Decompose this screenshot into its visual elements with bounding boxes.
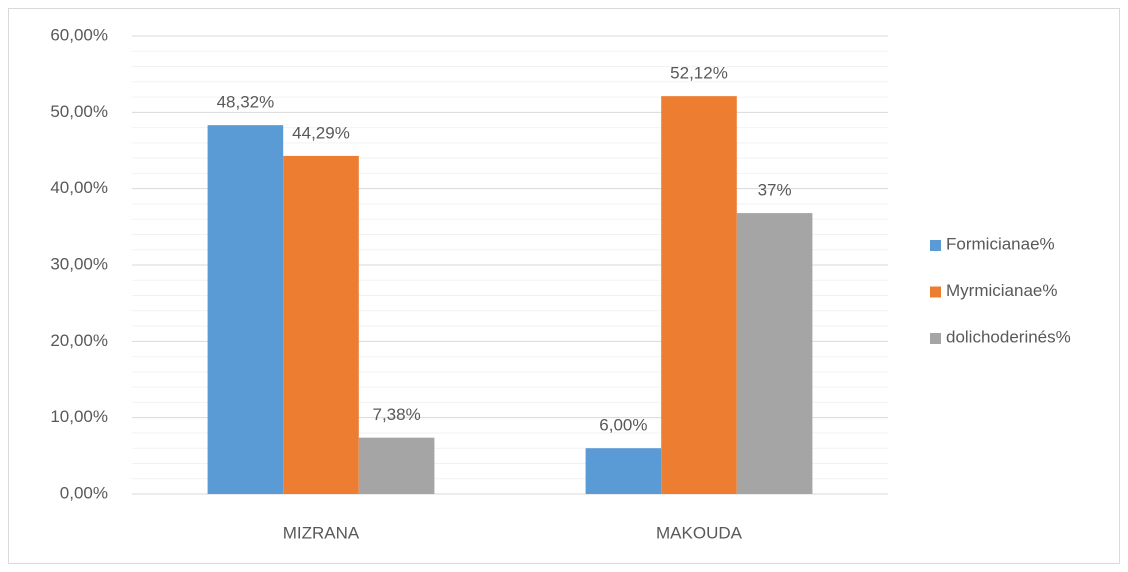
y-tick-label: 30,00% — [50, 254, 108, 273]
bar — [207, 125, 284, 494]
legend-label: Myrmicianae% — [946, 281, 1057, 300]
legend-swatch — [930, 286, 941, 298]
y-tick-label: 20,00% — [50, 331, 108, 350]
data-label: 7,38% — [372, 405, 420, 424]
chart-border — [8, 8, 1120, 564]
legend-label: Formicianae% — [946, 234, 1055, 253]
y-tick-label: 0,00% — [60, 483, 108, 502]
y-tick-label: 40,00% — [50, 178, 108, 197]
y-tick-label: 60,00% — [50, 25, 108, 44]
data-label: 37% — [758, 181, 792, 200]
legend-label: dolichoderinés% — [946, 327, 1071, 346]
data-label: 52,12% — [670, 64, 728, 83]
bar — [585, 448, 662, 494]
legend-swatch — [930, 333, 941, 344]
legend-swatch — [930, 240, 941, 251]
y-tick-label: 50,00% — [50, 102, 108, 121]
x-tick-label: MIZRANA — [283, 523, 360, 542]
data-label: 44,29% — [292, 123, 350, 142]
data-label: 6,00% — [599, 416, 647, 435]
bar — [736, 213, 813, 495]
bar — [661, 96, 737, 494]
bar — [358, 437, 435, 494]
bar — [283, 155, 359, 494]
y-tick-label: 10,00% — [50, 407, 108, 426]
x-tick-label: MAKOUDA — [656, 523, 743, 542]
data-label: 48,32% — [217, 93, 275, 112]
